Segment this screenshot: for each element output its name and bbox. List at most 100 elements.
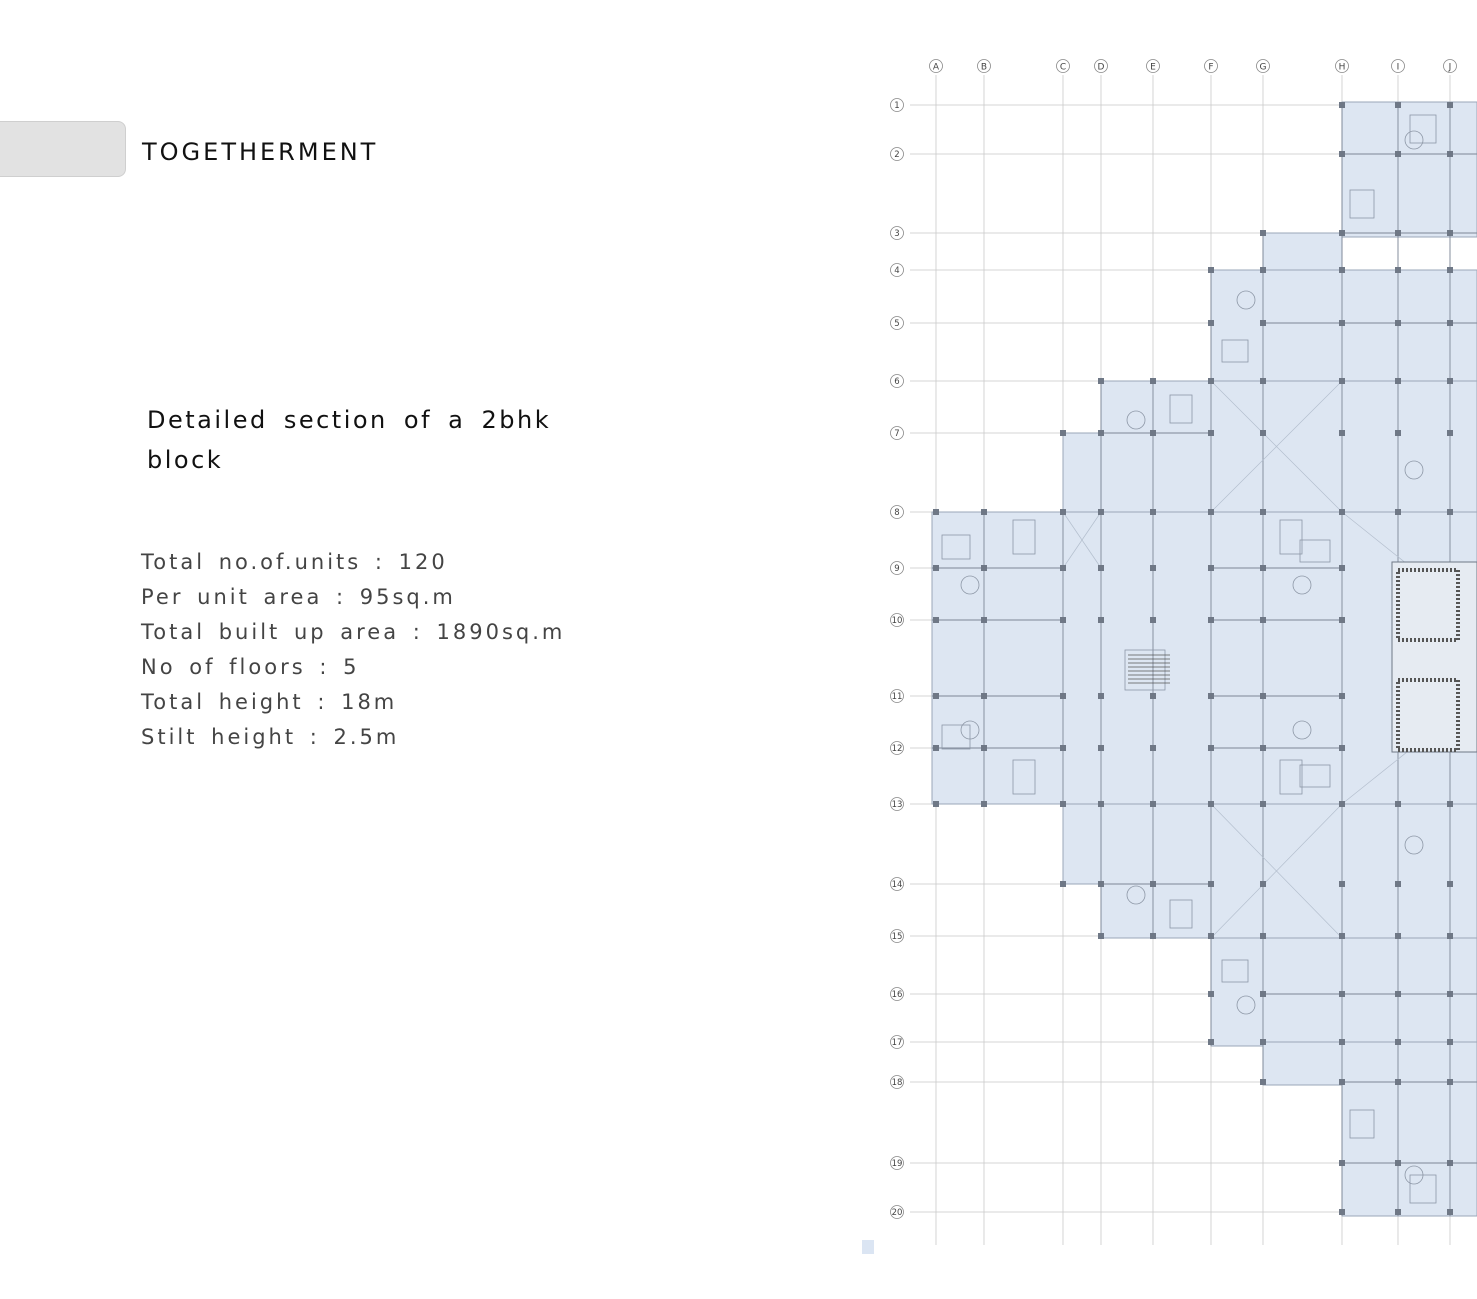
grid-row-bubble: [890, 263, 904, 277]
grid-row-bubble: [890, 374, 904, 388]
structural-column: [1339, 1079, 1345, 1085]
structural-column: [1339, 267, 1345, 273]
grid-column-bubble: [929, 59, 943, 73]
dining-table: [1404, 1165, 1424, 1185]
structural-column: [1395, 430, 1401, 436]
grid-column-label: G: [1260, 63, 1267, 73]
structural-column: [1260, 881, 1266, 887]
grid-row-bubble: [890, 1035, 904, 1049]
structural-column: [933, 801, 939, 807]
grid-row-bubble: [890, 929, 904, 943]
structural-column: [1395, 151, 1401, 157]
structural-column: [1447, 991, 1453, 997]
grid-column-label: E: [1150, 63, 1156, 73]
structural-column: [1260, 991, 1266, 997]
furniture-outline: [941, 534, 971, 560]
structural-column: [1260, 230, 1266, 236]
corridor-diagonal: [1062, 511, 1102, 569]
stat-total-units: Total no.of.units : 120: [141, 550, 448, 574]
dining-table: [1236, 290, 1256, 310]
grid-row-bubble: [890, 1205, 904, 1219]
grid-row-label: 18: [892, 1078, 903, 1088]
structural-column: [1339, 320, 1345, 326]
structural-column: [1339, 693, 1345, 699]
furniture-outline: [1299, 539, 1331, 563]
furniture-outline: [1169, 394, 1193, 424]
stats-list: Total no.of.units : 120 Per unit area : …: [141, 545, 565, 755]
grid-row-label: 8: [894, 508, 899, 518]
structural-column: [1150, 430, 1156, 436]
structural-column: [1150, 801, 1156, 807]
structural-column: [1339, 1039, 1345, 1045]
structural-column: [1447, 1209, 1453, 1215]
grid-row-label: 14: [892, 880, 903, 890]
structural-column: [1260, 430, 1266, 436]
structural-column: [1208, 933, 1214, 939]
grid-column-bubble: [1094, 59, 1108, 73]
structural-column: [1060, 693, 1066, 699]
structural-column: [981, 565, 987, 571]
grid-row-label: 6: [894, 377, 899, 387]
grid-column-label: H: [1339, 63, 1346, 73]
structural-column: [1339, 1160, 1345, 1166]
structural-column: [1060, 881, 1066, 887]
structural-column: [1150, 881, 1156, 887]
plan-subtitle: Detailed section of a 2bhk block: [147, 406, 552, 474]
structural-column: [1395, 801, 1401, 807]
grid-row-label: 13: [892, 800, 903, 810]
structural-column: [1395, 102, 1401, 108]
furniture-outline: [1299, 764, 1331, 788]
structural-column: [1260, 267, 1266, 273]
grid-row-label: 10: [892, 616, 903, 626]
dining-table: [1236, 995, 1256, 1015]
grid-row-bubble: [890, 987, 904, 1001]
furniture-outline: [1279, 759, 1303, 795]
grid-row-bubble: [890, 147, 904, 161]
furniture-outline: [1349, 189, 1375, 219]
grid-column-label: I: [1397, 63, 1400, 73]
structural-column: [1447, 933, 1453, 939]
grid-row-label: 20: [892, 1208, 903, 1218]
staircase-core: [1391, 561, 1477, 753]
structural-column: [1339, 565, 1345, 571]
footprint-block: [1341, 1081, 1477, 1217]
building-footprint: [931, 101, 1477, 1217]
grid-row-label: 4: [894, 266, 899, 276]
structural-column: [1339, 801, 1345, 807]
structural-column: [1098, 430, 1104, 436]
structural-column: [1395, 881, 1401, 887]
structural-column: [1098, 565, 1104, 571]
structural-column: [1098, 881, 1104, 887]
structural-column: [981, 801, 987, 807]
structural-column: [1260, 1079, 1266, 1085]
structural-column: [1208, 881, 1214, 887]
structural-column: [1447, 1039, 1453, 1045]
structural-column: [933, 509, 939, 515]
structural-column: [1447, 1160, 1453, 1166]
grid-column-label: A: [933, 63, 940, 73]
dining-table: [960, 720, 980, 740]
furniture-outline: [941, 724, 971, 750]
dining-table: [1126, 410, 1146, 430]
structural-column: [1208, 801, 1214, 807]
section-tab: [0, 121, 126, 177]
grid-row-label: 5: [894, 319, 899, 329]
footprint-block: [931, 511, 1477, 805]
footprint-block: [1262, 232, 1343, 276]
grid-labels: A B C D E F G H I J123456789101112131415161718192…: [890, 59, 1457, 1219]
structural-column: [1208, 378, 1214, 384]
structural-column: [981, 509, 987, 515]
structural-column: [1260, 693, 1266, 699]
structural-column: [1395, 509, 1401, 515]
structural-column: [1060, 430, 1066, 436]
grid-row-bubble: [890, 226, 904, 240]
structural-column: [1395, 230, 1401, 236]
grid-column-bubble: [1204, 59, 1218, 73]
structural-column: [1447, 230, 1453, 236]
structural-column: [933, 693, 939, 699]
footprint-block: [1062, 432, 1102, 513]
structural-column: [1208, 693, 1214, 699]
stat-unit-area: Per unit area : 95sq.m: [141, 585, 456, 609]
dining-table: [1126, 885, 1146, 905]
grid-row-label: 11: [892, 692, 903, 702]
